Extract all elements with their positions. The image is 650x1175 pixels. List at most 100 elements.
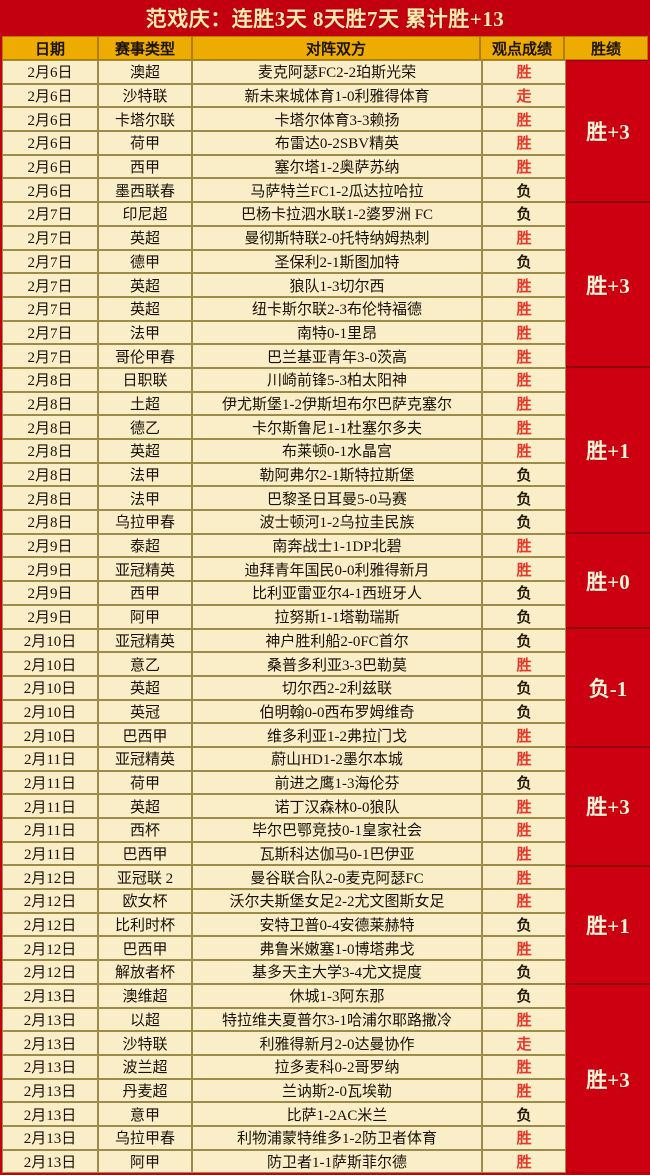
- table-row: 2月7日 印尼超 巴杨卡拉泗水联1-2婆罗洲 FC 负: [2, 202, 566, 226]
- cell-date: 2月13日: [2, 983, 98, 1008]
- cell-type: 阿甲: [98, 604, 192, 629]
- cell-date: 2月10日: [2, 675, 98, 700]
- streak-group-cell: 胜+0: [566, 532, 650, 629]
- table-row: 2月7日 英超 狼队1-3切尔西胜: [2, 273, 566, 297]
- cell-date: 2月7日: [2, 273, 98, 297]
- cell-type: 丹麦超: [98, 1078, 192, 1103]
- cell-type: 法甲: [98, 486, 192, 511]
- cell-result: 胜: [482, 1054, 566, 1079]
- cell-result: 胜: [482, 415, 566, 439]
- cell-result: 走: [482, 83, 566, 108]
- cell-date: 2月10日: [2, 699, 98, 724]
- cell-date: 2月13日: [2, 1149, 98, 1174]
- table-row: 2月13日 意甲 比萨1-2AC米兰负: [2, 1102, 566, 1126]
- cell-result: 胜: [482, 225, 566, 250]
- cell-type: 法甲: [98, 320, 192, 345]
- column-header-result: 观点成绩: [480, 36, 564, 60]
- cell-date: 2月8日: [2, 439, 98, 463]
- column-header-match: 对阵双方: [192, 36, 480, 60]
- page-title: 范戏庆：连胜3天 8天胜7天 累计胜+13: [0, 0, 650, 36]
- cell-match: 兰讷斯2-0瓦埃勒: [192, 1078, 482, 1103]
- table-body: 2月6日 澳超 麦克阿瑟FC2-2珀斯光荣胜 2月6日 沙特联 新未来城体育1-0利雅得体…: [2, 60, 650, 1174]
- cell-match: 蔚山HD1-2墨尔本城: [192, 746, 482, 771]
- cell-type: 亚冠精英: [98, 628, 192, 653]
- table-row: 2月11日 英超 诺丁汉森林0-0狼队胜: [2, 794, 566, 818]
- table-row: 2月9日 阿甲 拉努斯1-1塔勒瑞斯负: [2, 604, 566, 629]
- cell-match: 布雷达0-2SBV精英: [192, 131, 482, 155]
- cell-type: 巴西甲: [98, 841, 192, 866]
- cell-date: 2月13日: [2, 1031, 98, 1055]
- cell-type: 西甲: [98, 581, 192, 605]
- cell-match: 纽卡斯尔联2-3布伦特福德: [192, 296, 482, 321]
- table-row: 2月8日 土超 伊尤斯堡1-2伊斯坦布尔巴萨克塞尔胜: [2, 391, 566, 416]
- cell-type: 澳超: [98, 60, 192, 84]
- cell-date: 2月9日: [2, 581, 98, 605]
- table-row: 2月9日 西甲 比利亚雷亚尔4-1西班牙人负: [2, 581, 566, 605]
- cell-date: 2月11日: [2, 841, 98, 866]
- cell-match: 桑普多利亚3-3巴勒莫: [192, 652, 482, 676]
- match-rows: 2月6日 澳超 麦克阿瑟FC2-2珀斯光荣胜 2月6日 沙特联 新未来城体育1-0利雅得体…: [2, 60, 566, 1174]
- column-header-streak: 胜绩: [564, 36, 648, 60]
- table-row: 2月10日 英超 切尔西2-2利兹联负: [2, 675, 566, 700]
- cell-date: 2月7日: [2, 296, 98, 321]
- cell-match: 麦克阿瑟FC2-2珀斯光荣: [192, 60, 482, 84]
- cell-result: 胜: [482, 344, 566, 368]
- table-row: 2月7日 哥伦甲春 巴兰基亚青年3-0茨高胜: [2, 344, 566, 368]
- streak-group-cell: 胜+3: [566, 984, 650, 1174]
- cell-result: 胜: [482, 557, 566, 582]
- cell-result: 胜: [482, 889, 566, 913]
- cell-result: 胜: [482, 818, 566, 842]
- streak-group-cell: 负-1: [566, 628, 650, 747]
- cell-result: 胜: [482, 533, 566, 558]
- cell-match: 马萨特兰FC1-2瓜达拉哈拉: [192, 178, 482, 203]
- cell-match: 波士顿河1-2乌拉圭民族: [192, 510, 482, 534]
- cell-match: 安特卫普0-4安德莱赫特: [192, 912, 482, 937]
- cell-date: 2月6日: [2, 154, 98, 179]
- cell-match: 弗鲁米嫩塞1-0博塔弗戈: [192, 936, 482, 961]
- cell-result: 胜: [482, 60, 566, 84]
- cell-match: 伯明翰0-0西布罗姆维奇: [192, 699, 482, 724]
- cell-date: 2月12日: [2, 936, 98, 961]
- cell-date: 2月7日: [2, 344, 98, 368]
- cell-match: 比利亚雷亚尔4-1西班牙人: [192, 581, 482, 605]
- table-row: 2月8日 法甲 巴黎圣日耳曼5-0马赛负: [2, 486, 566, 511]
- streak-column: 胜+3 胜+3 胜+1 胜+0 负-1 胜+3 胜+1 胜+3: [566, 60, 650, 1174]
- cell-result: 负: [482, 983, 566, 1008]
- cell-result: 负: [482, 960, 566, 984]
- cell-date: 2月13日: [2, 1102, 98, 1126]
- cell-date: 2月10日: [2, 652, 98, 676]
- cell-type: 泰超: [98, 533, 192, 558]
- cell-result: 胜: [482, 131, 566, 155]
- cell-result: 负: [482, 675, 566, 700]
- cell-date: 2月11日: [2, 794, 98, 818]
- cell-match: 巴黎圣日耳曼5-0马赛: [192, 486, 482, 511]
- table-row: 2月10日 意乙 桑普多利亚3-3巴勒莫胜: [2, 652, 566, 676]
- cell-result: 负: [482, 510, 566, 534]
- table-row: 2月6日 西甲 塞尔塔1-2奥萨苏纳胜: [2, 154, 566, 179]
- table-row: 2月13日 澳维超 休城1-3阿东那负: [2, 983, 566, 1008]
- column-header-date: 日期: [2, 36, 98, 60]
- cell-type: 英超: [98, 675, 192, 700]
- cell-match: 前进之鹰1-3海伦芬: [192, 770, 482, 795]
- table-row: 2月8日 德乙 卡尔斯鲁尼1-1杜塞尔多夫胜: [2, 415, 566, 439]
- table-row: 2月12日 解放者杯 基多天主大学3-4尤文提度负: [2, 960, 566, 984]
- cell-match: 川崎前锋5-3柏太阳神: [192, 367, 482, 392]
- cell-date: 2月8日: [2, 462, 98, 487]
- cell-date: 2月11日: [2, 818, 98, 842]
- cell-result: 负: [482, 699, 566, 724]
- cell-type: 亚冠联 2: [98, 865, 192, 890]
- cell-date: 2月7日: [2, 249, 98, 274]
- cell-result: 胜: [482, 936, 566, 961]
- cell-result: 负: [482, 581, 566, 605]
- cell-type: 解放者杯: [98, 960, 192, 984]
- cell-result: 走: [482, 1031, 566, 1055]
- cell-date: 2月8日: [2, 486, 98, 511]
- streak-group-cell: 胜+3: [566, 746, 650, 866]
- cell-match: 曼彻斯特联2-0托特纳姆热刺: [192, 225, 482, 250]
- table-row: 2月7日 英超 曼彻斯特联2-0托特纳姆热刺胜: [2, 225, 566, 250]
- cell-type: 英冠: [98, 699, 192, 724]
- cell-result: 胜: [482, 1125, 566, 1150]
- cell-date: 2月9日: [2, 604, 98, 629]
- cell-result: 负: [482, 604, 566, 629]
- cell-date: 2月10日: [2, 723, 98, 747]
